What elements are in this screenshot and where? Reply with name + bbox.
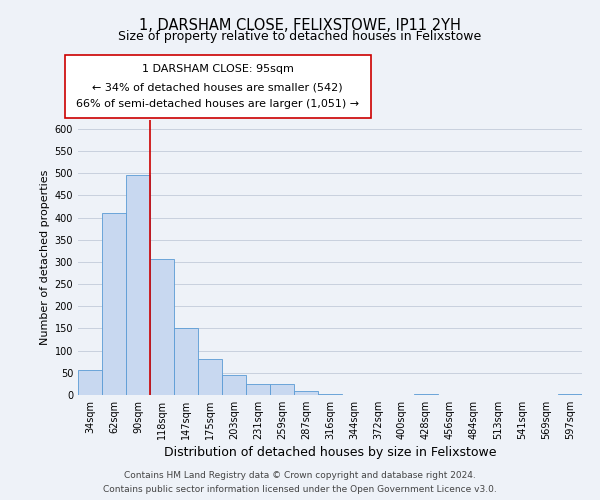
Bar [78, 370, 102, 395]
Bar [270, 384, 294, 395]
Text: Contains public sector information licensed under the Open Government Licence v3: Contains public sector information licen… [103, 484, 497, 494]
Bar [198, 358, 222, 395]
Bar [126, 176, 150, 395]
Bar [558, 394, 582, 395]
Bar [318, 394, 342, 395]
Text: 66% of semi-detached houses are larger (1,051) →: 66% of semi-detached houses are larger (… [76, 99, 359, 109]
Text: Contains HM Land Registry data © Crown copyright and database right 2024.: Contains HM Land Registry data © Crown c… [124, 472, 476, 480]
Text: Size of property relative to detached houses in Felixstowe: Size of property relative to detached ho… [118, 30, 482, 43]
Text: 1, DARSHAM CLOSE, FELIXSTOWE, IP11 2YH: 1, DARSHAM CLOSE, FELIXSTOWE, IP11 2YH [139, 18, 461, 32]
Bar [174, 328, 198, 395]
Y-axis label: Number of detached properties: Number of detached properties [40, 170, 50, 345]
Bar [222, 376, 246, 395]
X-axis label: Distribution of detached houses by size in Felixstowe: Distribution of detached houses by size … [164, 446, 496, 459]
Text: ← 34% of detached houses are smaller (542): ← 34% of detached houses are smaller (54… [92, 82, 343, 92]
Bar [414, 394, 438, 395]
Bar [150, 259, 174, 395]
Bar [294, 390, 318, 395]
Bar [246, 384, 270, 395]
Bar [102, 213, 126, 395]
Text: 1 DARSHAM CLOSE: 95sqm: 1 DARSHAM CLOSE: 95sqm [142, 64, 294, 74]
